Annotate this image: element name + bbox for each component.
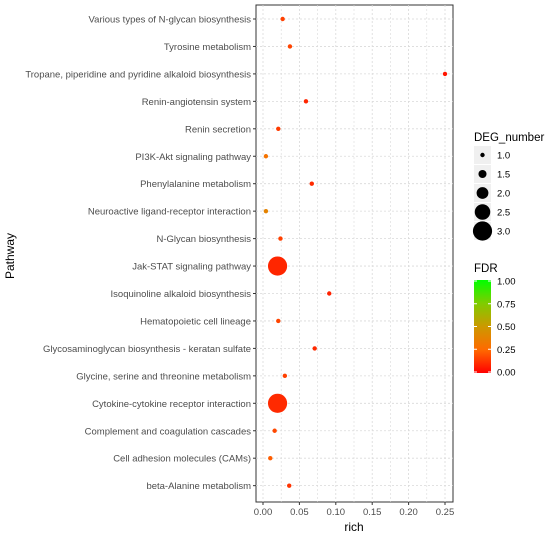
data-point bbox=[278, 236, 283, 241]
y-tick-label: Renin secretion bbox=[185, 124, 251, 135]
y-tick-label: Complement and coagulation cascades bbox=[85, 426, 252, 437]
data-point bbox=[263, 208, 269, 214]
x-tick-label: 0.00 bbox=[254, 507, 273, 518]
y-tick-label: Hematopoietic cell lineage bbox=[140, 316, 251, 327]
size-legend-dot bbox=[478, 169, 487, 179]
size-legend-dot bbox=[472, 221, 493, 241]
data-point bbox=[267, 393, 288, 413]
y-tick-label: Tyrosine metabolism bbox=[164, 42, 251, 53]
y-tick-label: PI3K-Akt signaling pathway bbox=[135, 152, 251, 163]
y-tick-label: Phenylalanine metabolism bbox=[140, 179, 251, 190]
colorbar-label: 0.25 bbox=[497, 345, 516, 356]
y-tick-label: Renin-angiotensin system bbox=[142, 97, 251, 108]
size-legend-label: 1.0 bbox=[497, 151, 510, 162]
data-point bbox=[282, 373, 288, 379]
colorbar-label: 0.50 bbox=[497, 322, 516, 333]
size-legend-label: 2.0 bbox=[497, 189, 510, 200]
grid-lines bbox=[256, 5, 453, 502]
colorbar-label: 1.00 bbox=[497, 277, 516, 288]
data-point bbox=[312, 346, 317, 351]
data-point bbox=[287, 483, 292, 488]
y-tick-label: Neuroactive ligand-receptor interaction bbox=[88, 207, 251, 218]
y-tick-label: Isoquinoline alkaloid biosynthesis bbox=[111, 289, 252, 300]
data-point bbox=[442, 71, 448, 77]
data-point bbox=[272, 428, 277, 433]
panel-border bbox=[255, 4, 454, 503]
data-point bbox=[268, 456, 273, 461]
plot-panel bbox=[255, 4, 454, 503]
y-tick-label: Tropane, piperidine and pyridine alkaloi… bbox=[25, 69, 251, 80]
y-tick-label: Cell adhesion molecules (CAMs) bbox=[113, 454, 251, 465]
x-axis-title: rich bbox=[344, 520, 363, 534]
y-axis-title: Pathway bbox=[3, 233, 17, 279]
x-tick-label: 0.20 bbox=[399, 507, 418, 518]
x-tick-label: 0.05 bbox=[290, 507, 309, 518]
data-point bbox=[309, 181, 314, 186]
size-legend-dot bbox=[474, 204, 491, 220]
colorbar-label: 0.00 bbox=[497, 368, 516, 379]
color-legend: FDR 1.00 0.75 0.50 0.25 0.00 bbox=[474, 263, 516, 379]
x-tick-label: 0.25 bbox=[436, 507, 455, 518]
color-legend-ticks: 1.00 0.75 0.50 0.25 0.00 bbox=[474, 277, 516, 379]
size-legend: DEG_number 1.0 1.5 2.0 2.5 3.0 bbox=[472, 132, 544, 241]
y-tick-label: Jak-STAT signaling pathway bbox=[132, 262, 251, 273]
size-legend-dot bbox=[476, 187, 489, 199]
size-legend-label: 3.0 bbox=[497, 227, 510, 238]
data-point bbox=[263, 154, 269, 159]
y-tick-label: Various types of N-glycan biosynthesis bbox=[89, 15, 252, 26]
y-tick-label: Glycine, serine and threonine metabolism bbox=[76, 371, 251, 382]
size-legend-label: 1.5 bbox=[497, 170, 510, 181]
size-legend-title: DEG_number bbox=[474, 132, 544, 144]
x-tick-label: 0.10 bbox=[327, 507, 346, 518]
data-point bbox=[327, 291, 332, 296]
data-point bbox=[276, 318, 281, 324]
y-tick-label: Cytokine-cytokine receptor interaction bbox=[92, 399, 251, 410]
y-tick-label: Glycosaminoglycan biosynthesis - keratan… bbox=[43, 344, 251, 355]
fdr-colorbar bbox=[474, 280, 491, 373]
data-point bbox=[303, 99, 309, 104]
size-legend-dot bbox=[480, 152, 485, 158]
data-point bbox=[287, 44, 293, 49]
data-points bbox=[263, 16, 448, 488]
x-tick-labels: 0.00 0.05 0.10 0.15 0.20 0.25 bbox=[254, 502, 455, 518]
data-point bbox=[276, 126, 281, 131]
data-point bbox=[267, 256, 288, 276]
x-tick-label: 0.15 bbox=[363, 507, 382, 518]
color-legend-title: FDR bbox=[474, 263, 498, 275]
size-legend-label: 2.5 bbox=[497, 208, 510, 219]
y-tick-labels: Various types of N-glycan biosynthesis Ty… bbox=[25, 15, 256, 492]
y-tick-label: N-Glycan biosynthesis bbox=[156, 234, 251, 245]
colorbar-label: 0.75 bbox=[497, 299, 516, 310]
data-point bbox=[280, 16, 285, 22]
size-legend-keys: 1.0 1.5 2.0 2.5 3.0 bbox=[472, 146, 510, 241]
y-tick-label: beta-Alanine metabolism bbox=[146, 481, 251, 492]
